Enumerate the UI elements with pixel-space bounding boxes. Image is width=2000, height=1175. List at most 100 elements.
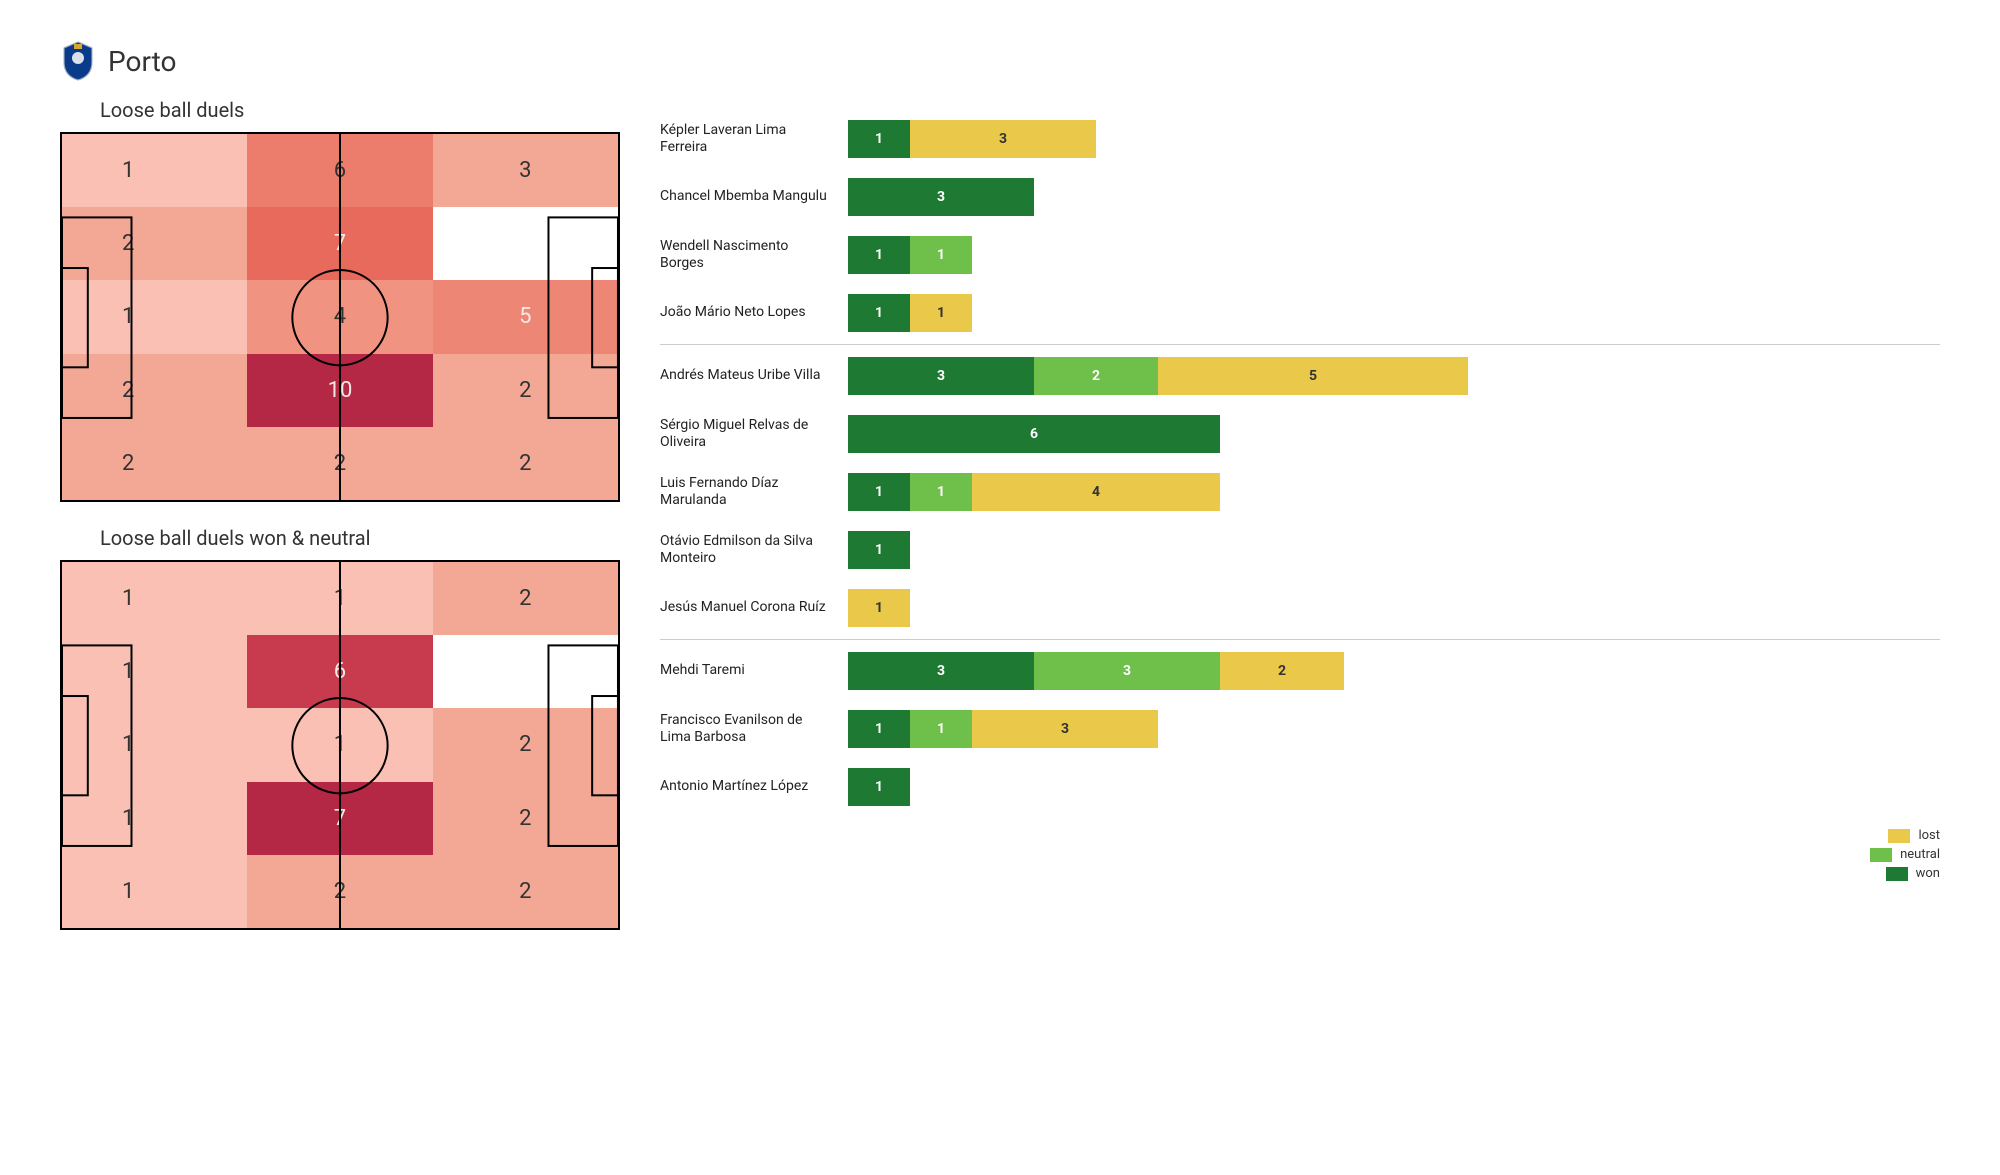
bar-seg-lost: 1 bbox=[848, 589, 910, 627]
legend-neutral-label: neutral bbox=[1900, 847, 1940, 862]
pitch-cell: 6 bbox=[247, 635, 432, 708]
player-name: Andrés Mateus Uribe Villa bbox=[660, 367, 840, 385]
pitch-cell: 1 bbox=[247, 708, 432, 781]
player-name: Wendell Nascimento Borges bbox=[660, 238, 840, 273]
pitch-cell: 1 bbox=[62, 280, 247, 353]
bar-track: 11 bbox=[848, 236, 1940, 274]
player-name: Antonio Martínez López bbox=[660, 778, 840, 796]
player-name: Mehdi Taremi bbox=[660, 662, 840, 680]
bar-seg-neutral: 2 bbox=[1034, 357, 1158, 395]
team-title: Porto bbox=[108, 45, 176, 78]
pitch-cell: 1 bbox=[62, 855, 247, 928]
bar-track: 11 bbox=[848, 294, 1940, 332]
player-name: Francisco Evanilson de Lima Barbosa bbox=[660, 712, 840, 747]
group-separator bbox=[660, 344, 1940, 345]
player-row: Jesús Manuel Corona Ruíz 1 bbox=[660, 579, 1940, 637]
player-row: Francisco Evanilson de Lima Barbosa113 bbox=[660, 700, 1940, 758]
player-name: João Mário Neto Lopes bbox=[660, 304, 840, 322]
pitch-cell: 1 bbox=[247, 562, 432, 635]
heatmap1-title: Loose ball duels bbox=[100, 98, 620, 122]
pitch-cell: 2 bbox=[62, 207, 247, 280]
pitch-cell: 1 bbox=[62, 562, 247, 635]
player-name: Sérgio Miguel Relvas de Oliveira bbox=[660, 417, 840, 452]
bar-seg-lost: 5 bbox=[1158, 357, 1468, 395]
pitch-cell: 2 bbox=[247, 427, 432, 500]
bar-track: 1 bbox=[848, 589, 1940, 627]
pitch-cell: 2 bbox=[433, 562, 618, 635]
pitch-cell: 1 bbox=[62, 708, 247, 781]
header: Porto bbox=[60, 40, 1940, 82]
bar-seg-won: 1 bbox=[848, 473, 910, 511]
bar-seg-neutral: 1 bbox=[910, 473, 972, 511]
bar-seg-neutral: 3 bbox=[1034, 652, 1220, 690]
bar-track: 13 bbox=[848, 120, 1940, 158]
bar-seg-won: 1 bbox=[848, 531, 910, 569]
pitch-cell: 2 bbox=[433, 427, 618, 500]
pitch-cell: 4 bbox=[247, 280, 432, 353]
pitch-cell bbox=[433, 207, 618, 280]
team-crest-icon bbox=[60, 40, 96, 82]
legend-won: won bbox=[1886, 866, 1940, 881]
bar-track: 332 bbox=[848, 652, 1940, 690]
player-name: Luis Fernando Díaz Marulanda bbox=[660, 475, 840, 510]
pitch-cell: 2 bbox=[62, 427, 247, 500]
bar-seg-won: 1 bbox=[848, 294, 910, 332]
bar-seg-won: 1 bbox=[848, 120, 910, 158]
pitch-cell: 1 bbox=[62, 782, 247, 855]
bar-track: 1 bbox=[848, 768, 1940, 806]
bar-seg-won: 1 bbox=[848, 768, 910, 806]
legend: lost neutral won bbox=[660, 828, 1940, 881]
heatmaps-column: Loose ball duels 163271452102222 Loose b… bbox=[60, 90, 620, 954]
bar-seg-lost: 1 bbox=[910, 294, 972, 332]
player-row: Sérgio Miguel Relvas de Oliveira6 bbox=[660, 405, 1940, 463]
player-row: Képler Laveran Lima Ferreira13 bbox=[660, 110, 1940, 168]
bar-seg-won: 3 bbox=[848, 357, 1034, 395]
legend-lost: lost bbox=[1888, 828, 1940, 843]
pitch-cell: 10 bbox=[247, 354, 432, 427]
bar-seg-won: 3 bbox=[848, 178, 1034, 216]
pitch-cell: 2 bbox=[247, 855, 432, 928]
pitch-cell: 1 bbox=[62, 134, 247, 207]
pitch-cell: 2 bbox=[433, 354, 618, 427]
pitch-cell: 2 bbox=[433, 708, 618, 781]
pitch-cell: 7 bbox=[247, 782, 432, 855]
player-name: Jesús Manuel Corona Ruíz bbox=[660, 599, 840, 617]
bar-seg-won: 3 bbox=[848, 652, 1034, 690]
legend-neutral: neutral bbox=[1870, 847, 1940, 862]
pitch-cell: 6 bbox=[247, 134, 432, 207]
bar-track: 6 bbox=[848, 415, 1940, 453]
player-row: Wendell Nascimento Borges11 bbox=[660, 226, 1940, 284]
bar-seg-neutral: 1 bbox=[910, 236, 972, 274]
pitch-cell: 7 bbox=[247, 207, 432, 280]
group-separator bbox=[660, 639, 1940, 640]
bar-track: 113 bbox=[848, 710, 1940, 748]
bar-seg-lost: 3 bbox=[910, 120, 1096, 158]
bar-seg-won: 1 bbox=[848, 710, 910, 748]
player-row: Andrés Mateus Uribe Villa 325 bbox=[660, 347, 1940, 405]
player-name: Képler Laveran Lima Ferreira bbox=[660, 122, 840, 157]
bar-seg-won: 1 bbox=[848, 236, 910, 274]
bar-chart: Képler Laveran Lima Ferreira13Chancel Mb… bbox=[660, 90, 1940, 881]
player-row: Chancel Mbemba Mangulu3 bbox=[660, 168, 1940, 226]
heatmap2-title: Loose ball duels won & neutral bbox=[100, 526, 620, 550]
pitch-cell: 5 bbox=[433, 280, 618, 353]
player-row: Mehdi Taremi332 bbox=[660, 642, 1940, 700]
bar-seg-lost: 4 bbox=[972, 473, 1220, 511]
player-name: Otávio Edmilson da Silva Monteiro bbox=[660, 533, 840, 568]
bar-track: 1 bbox=[848, 531, 1940, 569]
bar-seg-lost: 2 bbox=[1220, 652, 1344, 690]
pitch-cell: 1 bbox=[62, 635, 247, 708]
player-row: Otávio Edmilson da Silva Monteiro1 bbox=[660, 521, 1940, 579]
player-row: Antonio Martínez López 1 bbox=[660, 758, 1940, 816]
legend-won-label: won bbox=[1916, 866, 1940, 881]
bar-track: 114 bbox=[848, 473, 1940, 511]
bar-seg-neutral: 1 bbox=[910, 710, 972, 748]
pitch-cell bbox=[433, 635, 618, 708]
pitch-cell: 3 bbox=[433, 134, 618, 207]
player-row: Luis Fernando Díaz Marulanda114 bbox=[660, 463, 1940, 521]
pitch-cell: 2 bbox=[433, 782, 618, 855]
bar-seg-won: 6 bbox=[848, 415, 1220, 453]
bar-seg-lost: 3 bbox=[972, 710, 1158, 748]
legend-lost-label: lost bbox=[1918, 828, 1940, 843]
pitch-cell: 2 bbox=[62, 354, 247, 427]
